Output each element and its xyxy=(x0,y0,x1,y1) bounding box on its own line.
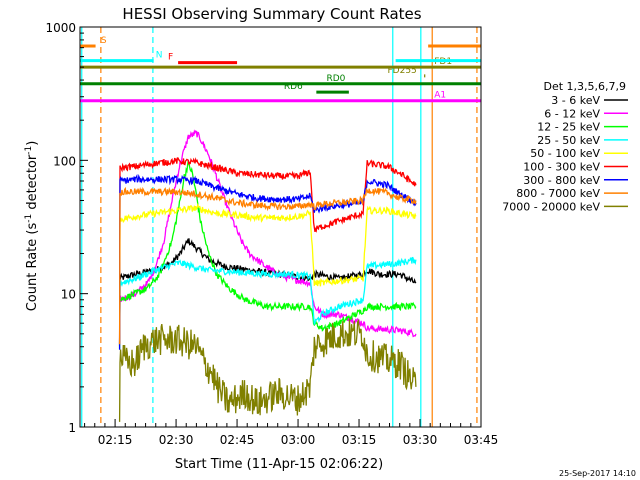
legend-label-4: 50 - 100 keV xyxy=(530,147,600,160)
series-line-4 xyxy=(118,202,417,347)
chart-title: HESSI Observing Summary Count Rates xyxy=(122,5,421,23)
vertical-markers xyxy=(81,27,478,427)
y-axis-label-sup2: -1 xyxy=(24,146,34,155)
legend-label-7: 800 - 7000 keV xyxy=(516,187,600,200)
y-axis-ticks: 1 10 100 1000 xyxy=(45,21,88,435)
footer-timestamp: 25-Sep-2017 14:10 xyxy=(559,469,636,478)
legend-label-1: 6 - 12 keV xyxy=(544,107,600,120)
plot-frame xyxy=(79,26,482,428)
x-axis-label: Start Time (11-Apr-15 02:06:22) xyxy=(175,457,383,472)
flag-label-fd255: FD255 xyxy=(387,66,416,76)
series-line-2 xyxy=(118,160,417,350)
flag-label-n: N xyxy=(156,51,163,61)
y-axis-label: Count Rate (s-1 detector-1) xyxy=(24,141,40,312)
x-axis-ticks: 02:15 02:30 02:45 03:00 03:15 03:30 03:45 xyxy=(84,419,499,447)
x-tick-label-0: 02:15 xyxy=(98,433,133,447)
series-line-6 xyxy=(118,173,417,350)
y-axis-label-sup1: -1 xyxy=(24,214,34,223)
series-line-5 xyxy=(118,157,417,344)
legend-label-8: 7000 - 20000 keV xyxy=(502,200,600,213)
flag-label-s: S xyxy=(101,36,107,46)
flag-label-a1: A1 xyxy=(434,91,446,101)
legend-label-0: 3 - 6 keV xyxy=(551,94,600,107)
legend-label-5: 100 - 300 keV xyxy=(523,161,600,174)
y-tick-label-3: 1000 xyxy=(45,21,76,35)
x-tick-label-6: 03:45 xyxy=(464,433,499,447)
flag-label-fd1: FD1 xyxy=(434,57,452,67)
y-axis-label-mid: detector xyxy=(25,154,40,214)
series-line-3 xyxy=(118,256,417,349)
legend-title: Det 1,3,5,6,7,9 xyxy=(543,80,626,93)
series-line-1 xyxy=(118,129,417,344)
x-tick-label-4: 03:15 xyxy=(342,433,377,447)
x-tick-label-3: 03:00 xyxy=(281,433,316,447)
flag-label-rd6: RD6 xyxy=(284,82,303,92)
legend-label-3: 25 - 50 keV xyxy=(537,134,600,147)
y-axis-label-main: Count Rate (s xyxy=(25,223,40,312)
series-line-8 xyxy=(118,318,417,422)
flag-label-f: F xyxy=(168,53,173,63)
x-tick-label-5: 03:30 xyxy=(403,433,438,447)
y-axis-label-end: ) xyxy=(25,141,40,146)
series-line-7 xyxy=(118,186,417,345)
y-tick-label-2: 100 xyxy=(53,154,76,168)
y-tick-label-0: 1 xyxy=(68,421,76,435)
flag-bars: S N F FD1 FD255 RD0 RD6 A1 xyxy=(80,36,481,103)
series-line-0 xyxy=(118,238,417,346)
x-tick-label-1: 02:30 xyxy=(159,433,194,447)
legend-label-6: 300 - 800 keV xyxy=(523,174,600,187)
series-lines xyxy=(118,129,417,422)
flag-label-rd0: RD0 xyxy=(327,74,346,84)
y-tick-label-1: 10 xyxy=(61,288,76,302)
x-tick-label-2: 02:45 xyxy=(220,433,255,447)
legend-label-2: 12 - 25 keV xyxy=(537,121,600,134)
